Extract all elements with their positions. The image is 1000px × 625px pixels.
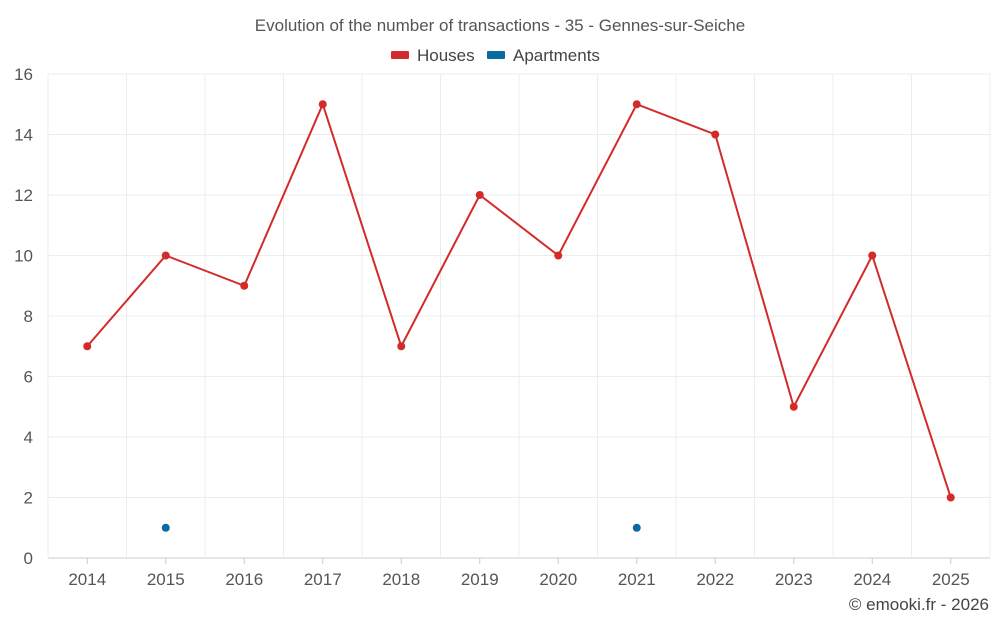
series-line bbox=[86, 101, 952, 498]
data-point[interactable] bbox=[83, 342, 92, 351]
y-tick-label: 14 bbox=[14, 126, 33, 145]
credit-text: © emooki.fr - 2026 bbox=[849, 595, 989, 614]
x-axis-ticks: 2014 2015 2016 2017 2018 2019 2020 2021 2022 2023… bbox=[68, 558, 970, 589]
y-tick-label: 12 bbox=[14, 186, 33, 205]
data-point[interactable] bbox=[318, 100, 327, 109]
y-tick-label: 10 bbox=[14, 247, 33, 266]
legend-label: Apartments bbox=[513, 46, 600, 65]
data-point[interactable] bbox=[554, 251, 563, 260]
data-point[interactable] bbox=[240, 281, 249, 290]
y-axis-ticks: 0 2 4 6 8 10 12 14 16 bbox=[14, 65, 33, 568]
legend-swatch bbox=[391, 51, 409, 59]
data-point[interactable] bbox=[946, 493, 955, 502]
x-tick-label: 2021 bbox=[618, 570, 656, 589]
data-point[interactable] bbox=[789, 402, 798, 411]
series-houses bbox=[83, 100, 955, 502]
y-tick-label: 4 bbox=[24, 428, 33, 447]
legend: Houses Apartments bbox=[391, 46, 600, 65]
data-point[interactable] bbox=[632, 100, 641, 109]
x-tick-label: 2015 bbox=[147, 570, 185, 589]
data-point[interactable] bbox=[632, 523, 641, 532]
y-tick-label: 16 bbox=[14, 65, 33, 84]
x-tick-label: 2018 bbox=[382, 570, 420, 589]
legend-item-apartments[interactable]: Apartments bbox=[487, 46, 600, 65]
data-point[interactable] bbox=[161, 251, 170, 260]
y-tick-label: 0 bbox=[24, 549, 33, 568]
x-tick-label: 2016 bbox=[225, 570, 263, 589]
x-tick-label: 2022 bbox=[696, 570, 734, 589]
y-tick-label: 2 bbox=[24, 489, 33, 508]
x-tick-label: 2023 bbox=[775, 570, 813, 589]
legend-item-houses[interactable]: Houses bbox=[391, 46, 475, 65]
data-point[interactable] bbox=[868, 251, 877, 260]
y-tick-label: 6 bbox=[24, 368, 33, 387]
chart-title: Evolution of the number of transactions … bbox=[255, 16, 745, 35]
data-point[interactable] bbox=[711, 130, 720, 139]
x-tick-label: 2017 bbox=[304, 570, 342, 589]
data-point[interactable] bbox=[161, 523, 170, 532]
y-tick-label: 8 bbox=[24, 307, 33, 326]
series-layer bbox=[83, 100, 955, 532]
x-tick-label: 2024 bbox=[853, 570, 891, 589]
series-apartments bbox=[161, 523, 641, 532]
x-tick-label: 2014 bbox=[68, 570, 106, 589]
x-tick-label: 2025 bbox=[932, 570, 970, 589]
data-point[interactable] bbox=[475, 191, 484, 199]
x-tick-label: 2019 bbox=[461, 570, 499, 589]
x-tick-label: 2020 bbox=[539, 570, 577, 589]
grid bbox=[47, 73, 991, 559]
legend-swatch bbox=[487, 51, 505, 59]
data-point[interactable] bbox=[397, 342, 406, 351]
legend-label: Houses bbox=[417, 46, 475, 65]
